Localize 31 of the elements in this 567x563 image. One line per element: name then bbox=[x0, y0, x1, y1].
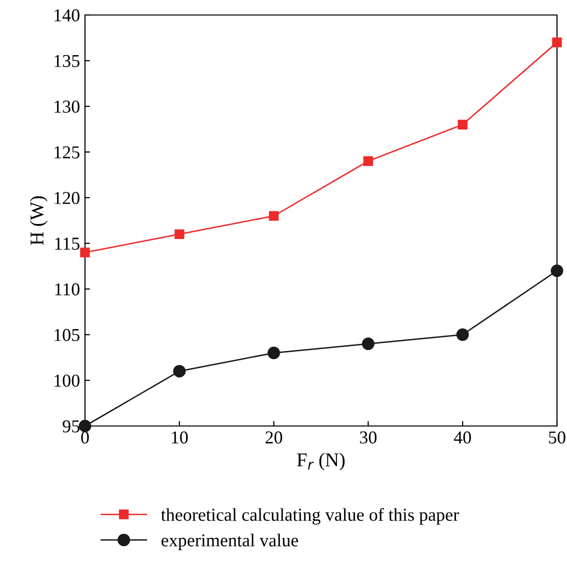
x-tick-label: 10 bbox=[172, 431, 188, 444]
point bbox=[268, 346, 280, 360]
y-tick-label: 130 bbox=[54, 100, 80, 113]
y-tick-label: 120 bbox=[54, 192, 80, 204]
y-tick-label: 95 bbox=[62, 420, 80, 432]
point bbox=[456, 328, 469, 341]
point bbox=[80, 248, 90, 258]
point bbox=[458, 120, 468, 130]
y-tick-label: 100 bbox=[54, 374, 80, 387]
x-tick-label: 40 bbox=[454, 431, 471, 444]
y-tick-label: 125 bbox=[54, 146, 80, 158]
point bbox=[268, 211, 279, 221]
x-tick-label: 50 bbox=[549, 431, 566, 444]
legend-label: experimental value bbox=[162, 534, 298, 550]
x-tick-label: 30 bbox=[360, 431, 377, 444]
y-tick-label: 110 bbox=[55, 283, 80, 296]
y-axis-title: H (W) bbox=[30, 196, 48, 246]
legend-label: theoretical calculating value of this paper bbox=[161, 508, 459, 525]
x-tick-label: 0 bbox=[81, 431, 89, 444]
y-tick-label: 115 bbox=[55, 238, 80, 250]
point bbox=[550, 264, 564, 277]
point bbox=[363, 156, 374, 166]
y-tick-label: 135 bbox=[54, 54, 80, 68]
y-tick-label: 140 bbox=[54, 9, 80, 22]
point bbox=[174, 229, 184, 240]
point bbox=[173, 364, 186, 378]
x-tick-label: 20 bbox=[266, 431, 282, 444]
x-axis-title: F$_{r}$ (N) bbox=[297, 452, 345, 470]
y-tick-label: 105 bbox=[54, 328, 80, 342]
point bbox=[362, 338, 374, 350]
point bbox=[552, 38, 562, 48]
